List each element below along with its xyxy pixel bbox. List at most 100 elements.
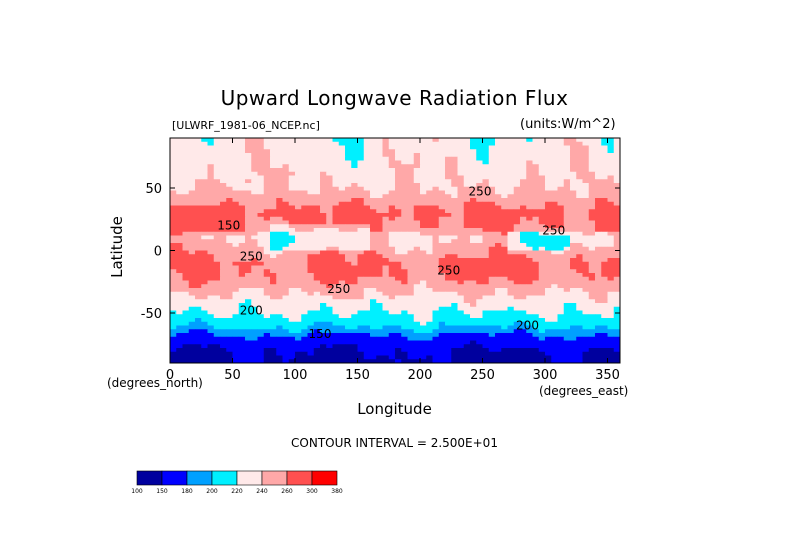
heatmap-cell	[557, 175, 565, 180]
heatmap-cell	[232, 224, 240, 229]
heatmap-cell	[576, 344, 583, 349]
heatmap-cell	[220, 228, 227, 233]
heatmap-cell	[182, 201, 190, 206]
heatmap-cell	[338, 344, 346, 349]
heatmap-cell	[276, 280, 283, 285]
heatmap-cell	[388, 303, 396, 308]
heatmap-cell	[232, 340, 240, 345]
heatmap-cell	[432, 333, 440, 338]
heatmap-cell	[463, 228, 471, 233]
heatmap-cell	[245, 175, 252, 180]
heatmap-cell	[588, 254, 596, 259]
heatmap-cell	[263, 280, 271, 285]
heatmap-cell	[582, 168, 590, 173]
heatmap-cell	[245, 306, 252, 311]
heatmap-cell	[195, 183, 202, 188]
heatmap-cell	[326, 284, 333, 289]
heatmap-cell	[220, 160, 227, 165]
heatmap-cell	[195, 209, 202, 214]
heatmap-cell	[557, 265, 565, 270]
heatmap-cell	[326, 340, 333, 345]
heatmap-cell	[532, 299, 540, 304]
heatmap-cell	[538, 231, 546, 236]
heatmap-cell	[376, 336, 383, 341]
contour-interval-label: CONTOUR INTERVAL = 2.500E+01	[291, 436, 498, 450]
heatmap-cell	[507, 250, 515, 255]
heatmap-cell	[388, 246, 396, 251]
heatmap-cell	[307, 351, 315, 356]
heatmap-cell	[363, 258, 371, 263]
heatmap-cell	[382, 329, 390, 334]
heatmap-cell	[270, 145, 277, 150]
heatmap-cell	[570, 261, 577, 266]
heatmap-cell	[495, 246, 502, 251]
heatmap-cell	[213, 168, 221, 173]
heatmap-cell	[588, 325, 596, 330]
heatmap-cell	[232, 333, 240, 338]
heatmap-cell	[232, 160, 240, 165]
heatmap-cell	[413, 153, 421, 158]
heatmap-cell	[238, 351, 246, 356]
heatmap-cell	[513, 340, 521, 345]
heatmap-cell	[345, 190, 352, 195]
heatmap-cell	[220, 336, 227, 341]
heatmap-cell	[370, 145, 377, 150]
heatmap-cell	[438, 198, 446, 203]
heatmap-cell	[470, 201, 477, 206]
heatmap-cell	[332, 201, 340, 206]
heatmap-cell	[276, 254, 283, 259]
heatmap-cell	[513, 183, 521, 188]
heatmap-cell	[551, 243, 558, 248]
heatmap-cell	[220, 171, 227, 176]
heatmap-cell	[232, 175, 240, 180]
heatmap-cell	[195, 145, 202, 150]
heatmap-cell	[226, 250, 233, 255]
heatmap-cell	[445, 280, 452, 285]
heatmap-cell	[245, 205, 252, 210]
heatmap-cell	[457, 164, 465, 169]
heatmap-cell	[526, 183, 533, 188]
heatmap-cell	[170, 299, 177, 304]
heatmap-cell	[507, 138, 515, 143]
heatmap-cell	[363, 348, 371, 353]
heatmap-cell	[188, 243, 196, 248]
heatmap-cell	[363, 205, 371, 210]
heatmap-cell	[326, 164, 333, 169]
heatmap-cell	[482, 175, 490, 180]
heatmap-cell	[251, 348, 258, 353]
heatmap-cell	[257, 333, 265, 338]
heatmap-cell	[588, 175, 596, 180]
heatmap-cell	[470, 288, 477, 293]
heatmap-cell	[457, 273, 465, 278]
heatmap-cell	[338, 138, 346, 143]
heatmap-cell	[245, 333, 252, 338]
heatmap-cell	[451, 310, 458, 315]
heatmap-cell	[463, 291, 471, 296]
heatmap-cell	[207, 171, 215, 176]
heatmap-cell	[532, 280, 540, 285]
heatmap-cell	[426, 153, 433, 158]
heatmap-cell	[501, 314, 508, 319]
heatmap-cell	[420, 288, 427, 293]
heatmap-cell	[407, 306, 415, 311]
heatmap-cell	[401, 314, 408, 319]
heatmap-cell	[507, 216, 515, 221]
heatmap-cell	[263, 138, 271, 143]
heatmap-cell	[526, 250, 533, 255]
heatmap-cell	[407, 355, 415, 360]
heatmap-cell	[251, 216, 258, 221]
heatmap-cell	[282, 149, 290, 154]
heatmap-cell	[232, 153, 240, 158]
heatmap-cell	[395, 318, 402, 323]
heatmap-cell	[332, 333, 340, 338]
heatmap-cell	[188, 220, 196, 225]
contour-label: 150	[309, 327, 332, 341]
heatmap-cell	[451, 190, 458, 195]
heatmap-cell	[395, 306, 402, 311]
heatmap-cell	[345, 183, 352, 188]
heatmap-cell	[420, 175, 427, 180]
heatmap-cell	[257, 265, 265, 270]
heatmap-cell	[426, 228, 433, 233]
heatmap-cell	[188, 235, 196, 240]
heatmap-cell	[482, 258, 490, 263]
